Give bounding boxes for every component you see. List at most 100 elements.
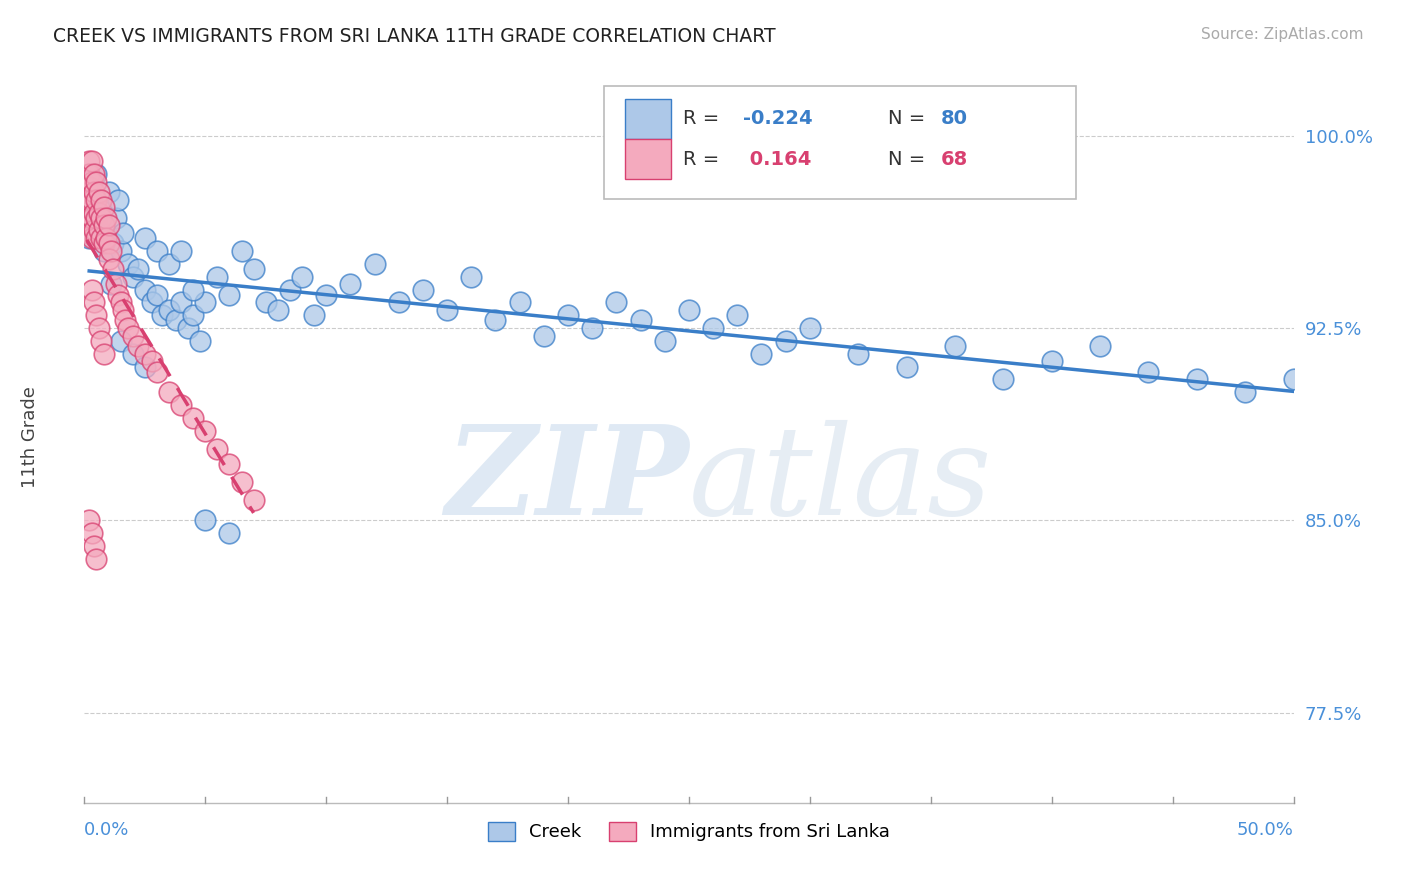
Point: [80, 526, 103, 541]
Point: [77, 179, 100, 194]
Point: [278, 283, 301, 297]
Point: [141, 354, 163, 368]
Point: [94, 211, 117, 225]
Point: [83, 205, 105, 219]
Point: [83, 539, 105, 553]
Point: [110, 334, 132, 348]
Point: [86, 211, 108, 225]
Point: [93, 200, 115, 214]
Point: [110, 295, 132, 310]
Point: [77, 226, 100, 240]
Point: [83, 185, 105, 199]
Point: [291, 269, 314, 284]
Point: [363, 257, 385, 271]
Text: R =: R =: [683, 110, 725, 128]
Point: [80, 231, 103, 245]
Point: [83, 167, 105, 181]
Point: [97, 236, 120, 251]
Point: [121, 269, 143, 284]
Point: [146, 287, 169, 301]
Point: [254, 295, 277, 310]
Point: [1040, 354, 1063, 368]
Point: [678, 303, 700, 318]
Point: [170, 244, 193, 258]
Point: [436, 303, 458, 318]
Point: [1137, 365, 1160, 379]
Text: -0.224: -0.224: [744, 110, 813, 128]
Point: [181, 308, 204, 322]
Text: atlas: atlas: [689, 420, 993, 541]
Point: [315, 287, 337, 301]
Point: [90, 200, 112, 214]
Text: Source: ZipAtlas.com: Source: ZipAtlas.com: [1201, 27, 1364, 42]
Point: [267, 303, 290, 318]
Text: CREEK VS IMMIGRANTS FROM SRI LANKA 11TH GRADE CORRELATION CHART: CREEK VS IMMIGRANTS FROM SRI LANKA 11TH …: [53, 27, 776, 45]
Point: [80, 283, 103, 297]
Point: [170, 295, 193, 310]
Point: [509, 295, 531, 310]
Point: [83, 223, 105, 237]
Point: [80, 154, 103, 169]
Point: [77, 154, 100, 169]
Point: [177, 321, 200, 335]
Point: [107, 193, 129, 207]
Point: [87, 185, 110, 199]
Point: [165, 313, 187, 327]
Text: 0.0%: 0.0%: [84, 821, 129, 839]
Point: [80, 193, 103, 207]
Point: [218, 287, 240, 301]
FancyBboxPatch shape: [624, 139, 671, 179]
Point: [90, 193, 112, 207]
Point: [110, 244, 132, 258]
Point: [77, 167, 100, 181]
Point: [86, 552, 108, 566]
Point: [87, 223, 110, 237]
Point: [242, 492, 264, 507]
Point: [103, 236, 125, 251]
Point: [86, 193, 108, 207]
Point: [170, 398, 193, 412]
Point: [117, 321, 139, 335]
Point: [90, 211, 112, 225]
Point: [181, 283, 204, 297]
Point: [112, 303, 135, 318]
Point: [181, 410, 204, 425]
Text: 68: 68: [941, 150, 967, 169]
Point: [533, 328, 555, 343]
Point: [87, 205, 110, 219]
Point: [412, 283, 434, 297]
Point: [218, 526, 240, 541]
Point: [231, 475, 253, 489]
Point: [146, 365, 169, 379]
Point: [339, 277, 361, 292]
Point: [302, 308, 325, 322]
Point: [121, 346, 143, 360]
Point: [90, 334, 112, 348]
Point: [94, 231, 117, 245]
Point: [104, 277, 127, 292]
Point: [97, 219, 120, 233]
FancyBboxPatch shape: [605, 86, 1076, 200]
Point: [76, 205, 98, 219]
Text: N =: N =: [889, 110, 932, 128]
Point: [654, 334, 676, 348]
Point: [146, 244, 169, 258]
Text: N =: N =: [889, 150, 932, 169]
Point: [127, 339, 149, 353]
Point: [86, 231, 108, 245]
Point: [207, 269, 229, 284]
Point: [134, 231, 156, 245]
Point: [630, 313, 652, 327]
Point: [103, 262, 125, 277]
Point: [134, 346, 156, 360]
Point: [80, 175, 103, 189]
Point: [157, 385, 180, 400]
Point: [388, 295, 411, 310]
Point: [100, 277, 122, 292]
Point: [751, 346, 773, 360]
Point: [846, 346, 869, 360]
Text: 0.164: 0.164: [744, 150, 811, 169]
Point: [484, 313, 506, 327]
Point: [1234, 385, 1257, 400]
Point: [134, 359, 156, 374]
